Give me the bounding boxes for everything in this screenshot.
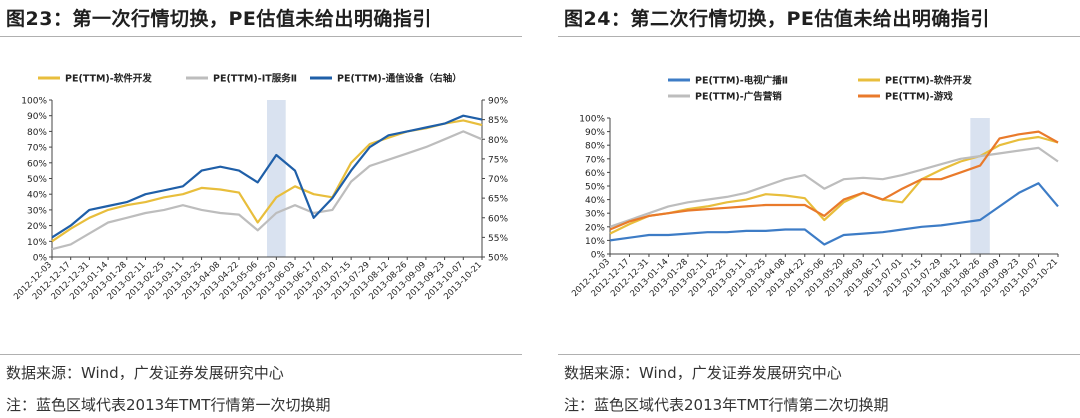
- figure-title: 图23：第一次行情切换，PE估值未给出明确指引: [6, 8, 432, 30]
- series-line: [51, 114, 483, 239]
- y-tick-label-left: 0%: [33, 254, 48, 264]
- y-tick-label-right: 75%: [488, 155, 508, 165]
- y-tick-label-left: 50%: [585, 183, 605, 193]
- y-tick-label-left: 10%: [27, 238, 47, 248]
- y-tick-label-right: 85%: [488, 116, 508, 126]
- highlight-band: [267, 100, 286, 257]
- y-tick-label-left: 90%: [585, 128, 605, 138]
- legend-label: PE(TTM)-软件开发: [65, 73, 152, 85]
- series-line: [51, 130, 483, 251]
- y-tick-label-right: 90%: [488, 97, 508, 107]
- data-source-note: 数据来源：Wind，广发证券发展研究中心: [564, 364, 842, 382]
- y-tick-label-left: 20%: [27, 222, 47, 232]
- series-line: [609, 130, 1059, 231]
- figure-24: 图24：第二次行情切换，PE估值未给出明确指引 0% 10% 20% 30% 40% 50…: [558, 0, 1080, 418]
- y-tick-label-right: 50%: [488, 254, 508, 264]
- chart-figure-23: 0% 10% 20% 30% 40% 50% 60% 70% 80% 90% 100% 50% 55% 6…: [12, 73, 508, 303]
- title-rule: [558, 36, 1080, 37]
- figure-title: 图24：第二次行情切换，PE估值未给出明确指引: [564, 8, 990, 30]
- highlight-band: [970, 118, 990, 254]
- y-tick-label-left: 90%: [27, 112, 47, 122]
- footer-rule: [0, 354, 522, 355]
- data-source-note: 数据来源：Wind，广发证券发展研究中心: [6, 364, 284, 382]
- footer-rule: [558, 354, 1080, 355]
- legend-label: PE(TTM)-广告营销: [695, 91, 782, 103]
- series-line: [609, 146, 1059, 228]
- y-tick-label-left: 80%: [585, 142, 605, 152]
- y-tick-label-left: 100%: [21, 97, 47, 107]
- y-tick-label-right: 55%: [488, 234, 508, 244]
- y-tick-label-left: 40%: [27, 191, 47, 201]
- figure-23: 图23：第一次行情切换，PE估值未给出明确指引 0% 10% 20% 30% 40% 50…: [0, 0, 522, 418]
- y-tick-label-right: 65%: [488, 195, 508, 205]
- y-tick-label-left: 70%: [585, 155, 605, 165]
- y-tick-label-right: 80%: [488, 136, 508, 146]
- y-tick-label-left: 80%: [27, 128, 47, 138]
- highlight-note: 注：蓝色区域代表2013年TMT行情第一次切换期: [6, 396, 331, 414]
- title-rule: [0, 36, 522, 37]
- chart-figure-24: 0%10%20%30%40%50%60%70%80%90%100%2012-12…: [570, 75, 1060, 300]
- legend-label: PE(TTM)-电视广播Ⅱ: [695, 75, 788, 87]
- y-tick-label-left: 30%: [585, 210, 605, 220]
- y-tick-label-right: 70%: [488, 175, 508, 185]
- y-tick-label-left: 20%: [585, 223, 605, 233]
- y-tick-label-left: 70%: [27, 144, 47, 154]
- highlight-note: 注：蓝色区域代表2013年TMT行情第二次切换期: [564, 396, 889, 414]
- y-tick-label-left: 50%: [27, 175, 47, 185]
- y-tick-label-left: 60%: [585, 169, 605, 179]
- series-line: [609, 182, 1059, 246]
- legend-label: PE(TTM)-通信设备（右轴）: [337, 73, 462, 85]
- series-line: [609, 135, 1059, 235]
- y-tick-label-left: 0%: [591, 251, 606, 261]
- legend-label: PE(TTM)-游戏: [885, 91, 953, 103]
- y-tick-label-left: 100%: [579, 115, 605, 125]
- y-tick-label-left: 40%: [585, 196, 605, 206]
- y-tick-label-left: 10%: [585, 237, 605, 247]
- y-tick-label-left: 60%: [27, 159, 47, 169]
- y-tick-label-right: 60%: [488, 214, 508, 224]
- legend-label: PE(TTM)-IT服务Ⅱ: [213, 73, 297, 85]
- legend-label: PE(TTM)-软件开发: [885, 75, 972, 87]
- y-tick-label-left: 30%: [27, 206, 47, 216]
